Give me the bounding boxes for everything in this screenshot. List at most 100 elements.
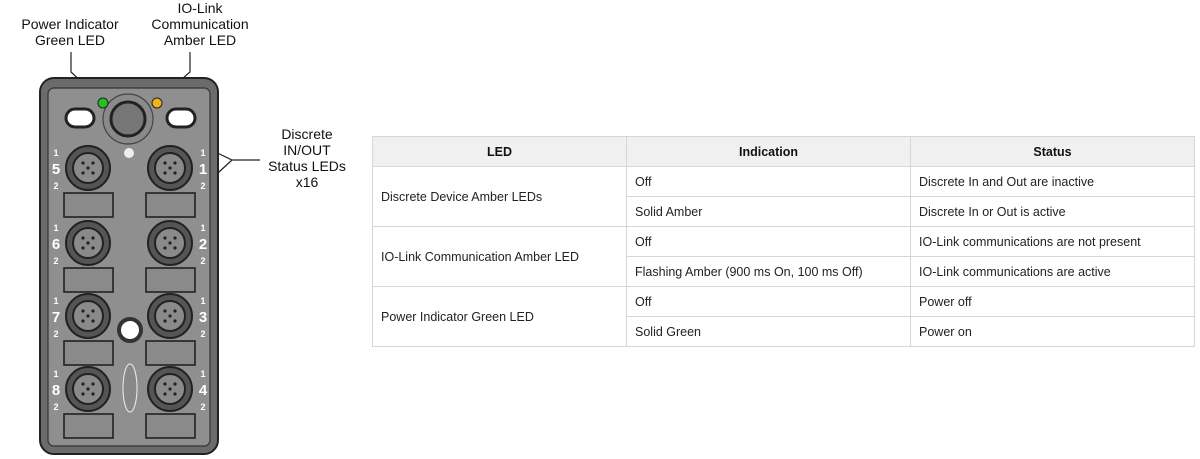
port-number: 4 xyxy=(199,382,208,399)
callout-line: Power Indicator xyxy=(21,16,119,32)
label-window xyxy=(63,267,114,293)
port-pin xyxy=(173,246,177,250)
label-window xyxy=(145,413,196,439)
iolink-led-callout: IO-Link Communication Amber LED xyxy=(140,0,260,48)
pin-led-label: 1 xyxy=(200,369,205,379)
ground-hole xyxy=(117,317,143,343)
pin-led-label: 1 xyxy=(200,148,205,158)
mounting-slot xyxy=(64,107,96,129)
callout-line: Status LEDs xyxy=(268,158,346,174)
table-row: Solid Green Power on xyxy=(373,316,1195,347)
mounting-slot xyxy=(165,107,197,129)
discrete-led-callout: Discrete IN/OUT Status LEDs x16 xyxy=(262,126,352,190)
pin-led-label: 2 xyxy=(53,181,58,191)
led-cell: Discrete Device Amber LEDs xyxy=(372,166,627,227)
port-pin xyxy=(86,166,90,170)
port-pin xyxy=(163,246,167,250)
port-pin xyxy=(163,236,167,240)
port-pin xyxy=(163,171,167,175)
indication-cell: Solid Green xyxy=(626,316,911,347)
header-led: LED xyxy=(372,136,627,167)
port-pin xyxy=(91,161,95,165)
label-window xyxy=(63,192,114,218)
port-number: 6 xyxy=(52,236,60,253)
table-row: Power Indicator Green LED Off Power off xyxy=(372,286,1195,347)
indication-cell: Flashing Amber (900 ms On, 100 ms Off) xyxy=(626,256,911,287)
port-pin xyxy=(173,319,177,323)
port-pin xyxy=(173,382,177,386)
pin-led-label: 1 xyxy=(53,148,58,158)
port-pin xyxy=(173,309,177,313)
pin-led-label: 2 xyxy=(200,256,205,266)
table-row: Flashing Amber (900 ms On, 100 ms Off) IO… xyxy=(373,256,1195,287)
port-number: 8 xyxy=(52,382,60,399)
io-link-hub-illustration: 1 5 2 1 6 2 1 7 2 1 8 2 1 1 2 1 2 2 1 3 2 1 4 2 xyxy=(39,52,260,455)
port-pin xyxy=(81,392,85,396)
label-window xyxy=(63,340,114,366)
pin-led-label: 1 xyxy=(53,296,58,306)
pin-led-label: 2 xyxy=(53,329,58,339)
port-pin xyxy=(168,387,172,391)
pin-led-label: 1 xyxy=(53,223,58,233)
port-pin xyxy=(86,387,90,391)
indication-cell: Off xyxy=(626,166,911,197)
port-number: 7 xyxy=(52,309,60,326)
led-cell: Power Indicator Green LED xyxy=(372,286,627,347)
port-pin xyxy=(163,309,167,313)
port-pin xyxy=(86,314,90,318)
port-pin xyxy=(163,319,167,323)
port-pin xyxy=(91,246,95,250)
callout-line: IN/OUT xyxy=(283,142,331,158)
port-pin xyxy=(91,309,95,313)
port-pin xyxy=(91,392,95,396)
port-pin xyxy=(91,236,95,240)
port-pin xyxy=(163,382,167,386)
status-cell: Discrete In or Out is active xyxy=(910,196,1195,227)
io-link-port xyxy=(109,100,147,138)
port-pin xyxy=(81,246,85,250)
port-pin xyxy=(163,161,167,165)
port-pin xyxy=(173,171,177,175)
status-cell: Power on xyxy=(910,316,1195,347)
status-cell: Power off xyxy=(910,286,1195,317)
port-number: 3 xyxy=(199,309,207,326)
port-pin xyxy=(173,392,177,396)
callout-line: Communication xyxy=(151,16,249,32)
pin-led-label: 2 xyxy=(200,329,205,339)
port-pin xyxy=(81,309,85,313)
header-status: Status xyxy=(910,136,1195,167)
port-pin xyxy=(168,241,172,245)
label-window xyxy=(63,413,114,439)
status-cell: Discrete In and Out are inactive xyxy=(910,166,1195,197)
port-pin xyxy=(81,161,85,165)
table-row: Discrete Device Amber LEDs Off Discrete In… xyxy=(372,166,1195,227)
port-pin xyxy=(168,314,172,318)
iolink-led xyxy=(151,97,163,109)
port-pin xyxy=(81,382,85,386)
banner-logo xyxy=(122,363,138,413)
port-pin xyxy=(173,161,177,165)
callout-line: x16 xyxy=(295,174,319,190)
status-cell: IO-Link communications are active xyxy=(910,256,1195,287)
led-cell: IO-Link Communication Amber LED xyxy=(372,226,627,287)
callout-line: Discrete xyxy=(281,126,333,142)
port-pin xyxy=(91,382,95,386)
power-led-callout: Power Indicator Green LED xyxy=(0,16,140,48)
pin-led-label: 2 xyxy=(200,402,205,412)
port-pin xyxy=(168,166,172,170)
table-row: IO-Link Communication Amber LED Off IO-Lin… xyxy=(372,226,1195,287)
link-symbol-icon xyxy=(124,148,134,158)
indication-cell: Off xyxy=(626,286,911,317)
port-pin xyxy=(173,236,177,240)
pin-led-label: 1 xyxy=(200,296,205,306)
port-pin xyxy=(81,319,85,323)
port-pin xyxy=(81,171,85,175)
port-number: 2 xyxy=(199,236,207,253)
pin-led-label: 1 xyxy=(200,223,205,233)
label-window xyxy=(145,192,196,218)
port-pin xyxy=(163,392,167,396)
port-pin xyxy=(86,241,90,245)
port-pin xyxy=(91,171,95,175)
callout-line: IO-Link xyxy=(177,0,223,16)
port-pin xyxy=(81,236,85,240)
